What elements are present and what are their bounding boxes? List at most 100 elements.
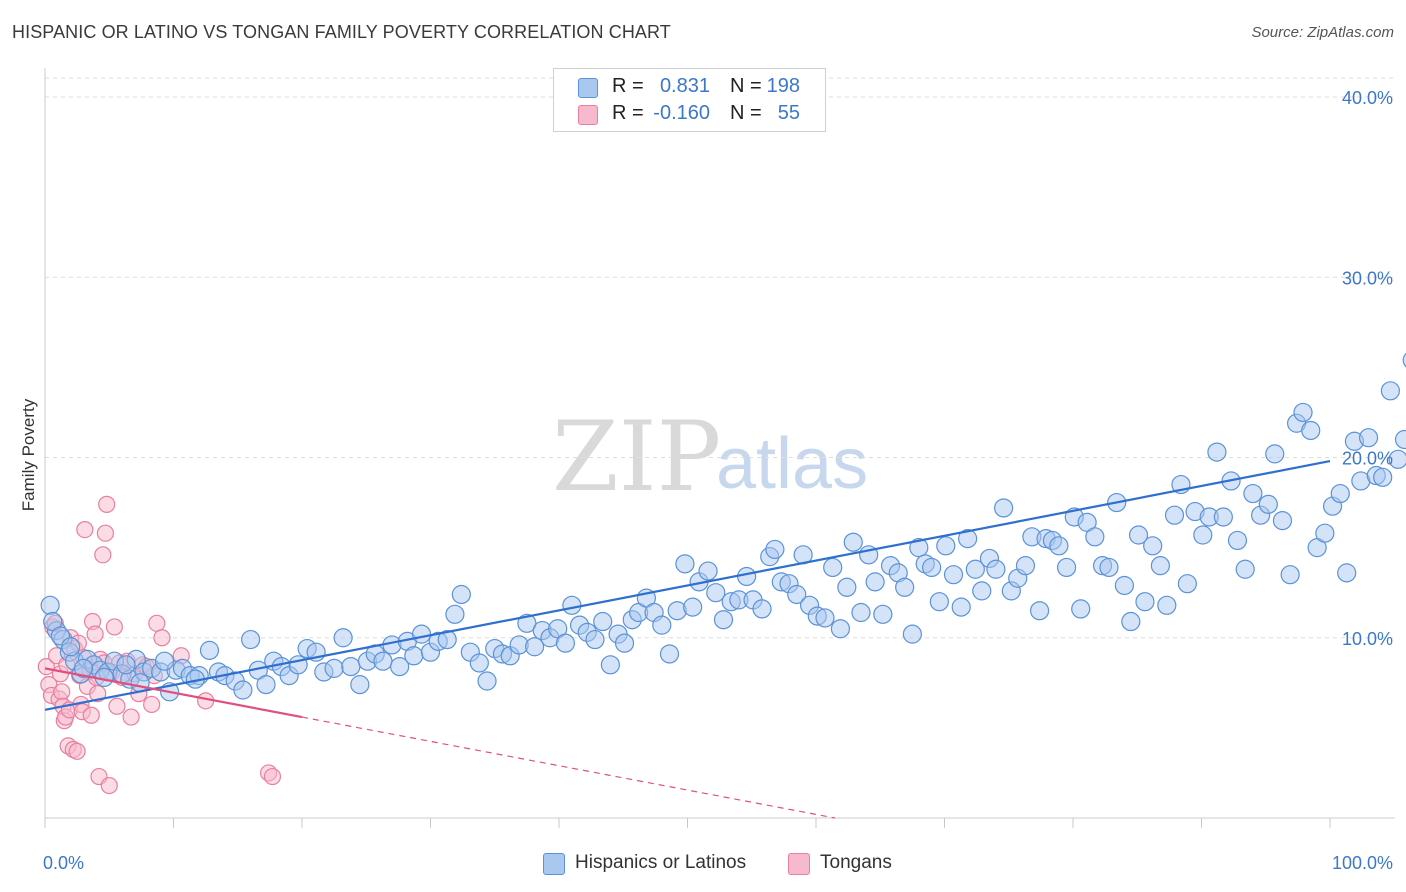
series-swatch-blue: [543, 853, 565, 875]
hispanic-point: [1337, 563, 1357, 583]
hispanic-point: [837, 577, 857, 597]
hispanic-point: [404, 646, 424, 666]
legend-row-hispanics: R = 0.831 N = 198: [554, 74, 825, 100]
hispanic-point: [895, 577, 915, 597]
hispanic-point: [815, 608, 835, 628]
hispanic-point: [562, 595, 582, 615]
chart-title: HISPANIC OR LATINO VS TONGAN FAMILY POVE…: [12, 22, 671, 42]
hispanic-point: [1128, 525, 1149, 545]
hispanic-point: [477, 671, 497, 691]
hispanic-point: [1121, 611, 1141, 632]
hispanic-point: [1243, 483, 1263, 504]
legend-swatch-pink: [578, 105, 598, 125]
hispanic-point: [986, 559, 1006, 579]
hispanic-point: [469, 653, 489, 673]
hispanic-point: [851, 602, 871, 623]
legend-r-label: R =: [612, 75, 644, 97]
hispanic-point: [1135, 592, 1155, 612]
hispanic-point: [929, 592, 949, 612]
tongan-point: [82, 706, 100, 724]
hispanic-point: [614, 633, 635, 653]
hispanic-point: [1143, 536, 1163, 556]
tongan-point: [86, 625, 104, 643]
hispanic-point: [1388, 449, 1406, 469]
hispanic-point: [943, 565, 964, 585]
hispanic-point: [1373, 467, 1393, 487]
series-legend: Hispanics or Latinos Tongans: [0, 852, 1406, 878]
hispanic-point: [1235, 559, 1255, 579]
hispanic-point: [241, 629, 261, 650]
hispanic-point: [288, 655, 308, 675]
y-axis-title: Family Poverty: [19, 398, 38, 511]
hispanic-point: [350, 675, 370, 695]
legend-n-label: N =: [730, 75, 762, 97]
hispanic-point: [1177, 574, 1197, 594]
hispanic-point: [154, 651, 175, 671]
trend-lines: [44, 460, 1331, 819]
hispanic-point: [1015, 556, 1036, 576]
hispanic-point: [333, 628, 353, 648]
hispanic-point: [1330, 483, 1350, 504]
hispanic-point: [675, 554, 695, 574]
correlation-legend: R = 0.831 N = 198 R = -0.160 N = 55: [553, 68, 826, 132]
hispanic-point: [1099, 557, 1119, 578]
tongan-point: [122, 708, 140, 726]
hispanic-point: [1114, 575, 1135, 596]
hispanic-point: [233, 680, 253, 700]
watermark: ZIP atlas: [552, 401, 868, 513]
hispanic-point: [1157, 595, 1177, 615]
tongan-point: [153, 629, 171, 647]
hispanic-point: [40, 595, 60, 615]
hispanic-point: [865, 572, 885, 592]
hispanic-point: [823, 557, 843, 578]
tongan-point: [108, 697, 126, 715]
tongan-point: [37, 657, 55, 676]
tongan-point: [53, 683, 71, 701]
hispanic-point: [652, 615, 672, 635]
hispanic-point: [585, 629, 605, 650]
tongan-point: [94, 546, 112, 564]
hispanic-point: [1315, 523, 1335, 543]
hispanics-points: [40, 352, 1406, 702]
hispanic-point: [713, 610, 734, 630]
hispanic-point: [765, 539, 785, 560]
hispanic-point: [116, 655, 136, 675]
series-swatch-pink: [788, 853, 810, 875]
hispanics-trend-line: [44, 460, 1331, 711]
hispanic-point: [958, 529, 978, 549]
tongan-point: [98, 495, 116, 513]
tongans-trend-line: [44, 667, 303, 719]
hispanic-point: [199, 640, 220, 660]
hispanic-point: [951, 597, 971, 617]
tongan-point: [96, 524, 114, 542]
tongan-point: [148, 614, 166, 632]
hispanic-point: [256, 675, 276, 695]
hispanic-point: [752, 599, 772, 619]
legend-r-value: 0.831: [659, 75, 710, 97]
hispanic-point: [843, 532, 863, 552]
hispanic-point: [1402, 352, 1406, 368]
tongan-point: [143, 695, 161, 714]
hispanic-point: [1272, 510, 1293, 531]
hispanic-point: [61, 637, 81, 657]
hispanic-point: [994, 498, 1014, 518]
tongan-point: [263, 767, 282, 786]
hispanic-point: [600, 655, 621, 675]
hispanic-point: [909, 538, 929, 558]
hispanic-point: [445, 604, 465, 624]
legend-swatch-blue: [578, 78, 598, 98]
hispanic-point: [1227, 530, 1248, 551]
hispanic-point: [1280, 565, 1300, 585]
hispanic-point: [555, 633, 576, 653]
hispanic-point: [1301, 420, 1321, 441]
hispanic-point: [683, 597, 703, 617]
hispanic-point: [324, 658, 344, 678]
hispanic-point: [698, 561, 718, 581]
hispanic-point: [659, 644, 680, 664]
y-tick-label: 10.0%: [1342, 629, 1393, 649]
hispanic-point: [411, 624, 432, 644]
source-credit: Source: ZipAtlas.com: [1251, 24, 1394, 41]
hispanic-point: [873, 604, 893, 624]
hispanic-point: [1071, 599, 1091, 619]
hispanic-point: [341, 656, 361, 677]
